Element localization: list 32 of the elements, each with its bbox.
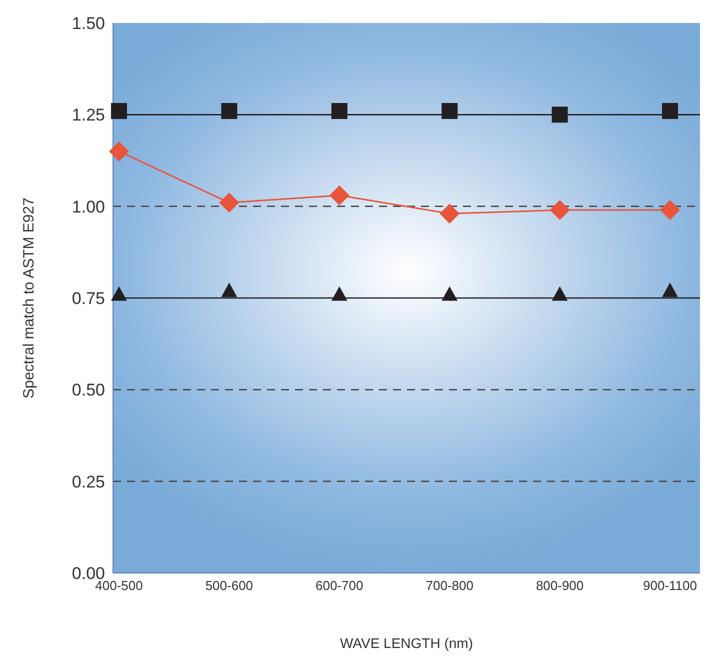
y-tick-label: 1.50 <box>72 14 105 34</box>
x-tick-label: 700-800 <box>426 578 474 594</box>
y-tick-label: 0.75 <box>72 289 105 308</box>
point <box>442 103 458 119</box>
x-tick-label: 900-1100 <box>643 578 697 594</box>
y-tick-label: 1.25 <box>72 106 105 125</box>
y-tick-label: 0.25 <box>72 472 105 492</box>
y-tick-label: 1.00 <box>72 197 105 216</box>
x-axis-title: WAVE LENGTH (nm) <box>340 635 474 651</box>
point <box>440 204 460 224</box>
point <box>221 282 238 298</box>
point <box>329 185 350 206</box>
point <box>331 286 348 301</box>
x-tick-label: 400-500 <box>95 578 143 594</box>
point <box>662 103 678 119</box>
point <box>219 192 240 213</box>
point <box>552 106 568 123</box>
x-tick-label: 500-600 <box>205 578 254 594</box>
point <box>109 141 129 162</box>
x-tick-label: 800-900 <box>536 578 584 594</box>
y-axis-title: Spectral match to ASTM E927 <box>20 198 38 398</box>
point <box>550 200 570 220</box>
point <box>660 200 680 220</box>
point <box>552 286 568 301</box>
point <box>331 103 348 119</box>
y-tick-label: 0.50 <box>72 380 105 400</box>
point <box>442 286 458 301</box>
x-tick-label: 600-700 <box>316 578 364 594</box>
point <box>662 282 678 298</box>
point <box>221 103 238 119</box>
point <box>111 286 127 301</box>
point <box>111 103 127 119</box>
